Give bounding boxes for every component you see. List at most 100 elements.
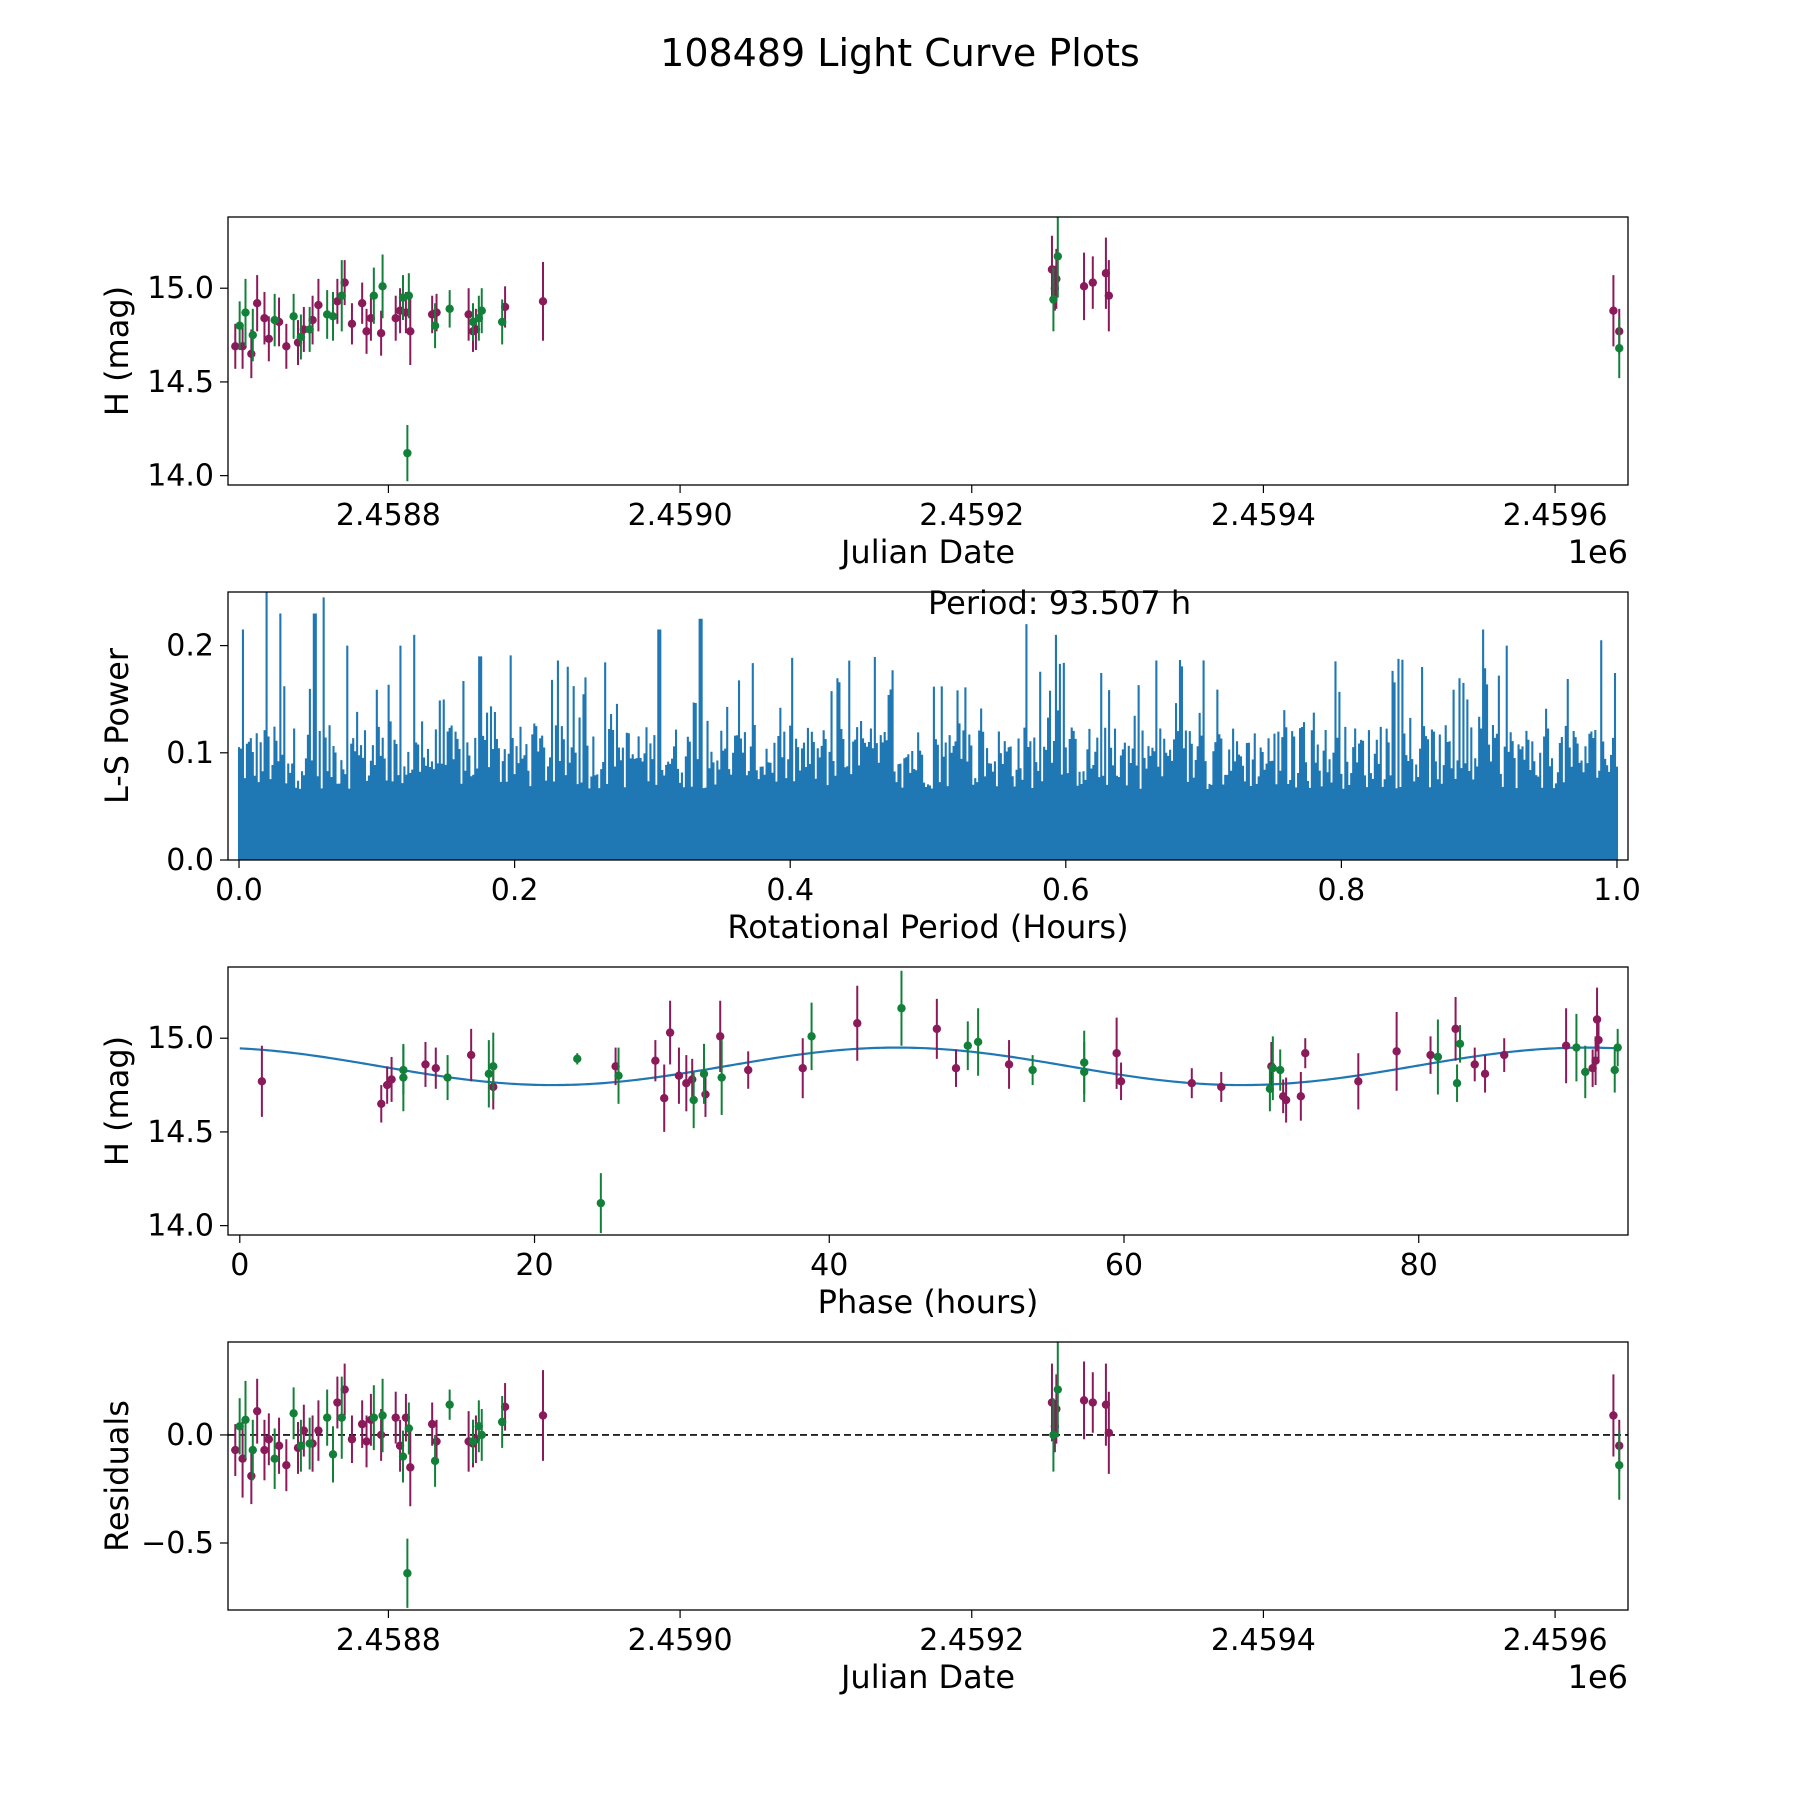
data-point <box>1581 1067 1590 1077</box>
data-point <box>1276 1065 1285 1075</box>
x-axis-label: Phase (hours) <box>818 1283 1039 1321</box>
x-tick-label: 2.4590 <box>628 498 733 533</box>
data-point <box>798 1064 807 1073</box>
data-point <box>538 297 548 306</box>
data-point <box>497 317 507 327</box>
data-point <box>347 1435 357 1444</box>
data-point <box>376 1430 386 1440</box>
data-point <box>241 1415 250 1425</box>
data-point <box>247 349 256 359</box>
data-point <box>378 1411 387 1420</box>
data-point <box>322 1413 332 1422</box>
y-tick-label: 0.0 <box>166 843 214 878</box>
data-point <box>466 1050 476 1060</box>
y-tick-label: 15.0 <box>147 1021 214 1056</box>
data-point <box>1088 1398 1097 1407</box>
y-tick-label: 14.5 <box>147 1115 214 1150</box>
data-point <box>248 1445 257 1455</box>
x-tick-label: 2.4590 <box>628 1623 733 1658</box>
y-tick-label: 14.0 <box>147 459 214 494</box>
data-point <box>1049 295 1058 304</box>
series-green <box>399 970 1622 1234</box>
data-point <box>1433 1052 1443 1062</box>
y-tick-label: 0.1 <box>166 736 214 771</box>
data-point <box>1079 282 1089 291</box>
data-point <box>660 1093 669 1103</box>
data-point <box>1594 1035 1603 1045</box>
data-point <box>430 321 440 330</box>
data-point <box>614 1071 623 1080</box>
data-point <box>963 1041 972 1050</box>
data-point <box>477 306 486 315</box>
y-tick-label: 0.2 <box>166 629 214 664</box>
data-point <box>403 1569 412 1578</box>
data-point <box>362 327 371 336</box>
data-point <box>406 327 415 336</box>
data-point <box>1480 1069 1490 1079</box>
x-tick-label: 2.4588 <box>336 1623 441 1658</box>
series-magenta <box>231 1361 1624 1507</box>
x-tick-label: 60 <box>1105 1248 1143 1283</box>
x-tick-label: 2.4596 <box>1503 498 1608 533</box>
axes-frame <box>227 591 1629 861</box>
series-green <box>235 1342 1624 1608</box>
power-spectrum <box>237 592 1619 860</box>
data-point <box>432 1437 441 1446</box>
data-point <box>468 1437 478 1446</box>
data-point <box>328 1450 338 1459</box>
y-tick-label: 14.0 <box>147 1209 214 1244</box>
series-green <box>235 217 1624 482</box>
x-tick-label: 2.4588 <box>336 498 441 533</box>
y-axis-label: Residuals <box>98 1400 136 1552</box>
data-point <box>1470 1060 1479 1069</box>
data-point <box>274 1441 284 1450</box>
x-offset-label: 1e6 <box>1568 1658 1628 1696</box>
data-point <box>484 1069 494 1079</box>
data-point <box>1392 1047 1401 1056</box>
data-point <box>314 300 323 310</box>
data-point <box>296 332 306 342</box>
data-point <box>716 1032 725 1041</box>
data-point <box>362 1437 371 1446</box>
x-axis-label: Julian Date <box>839 533 1015 571</box>
data-point <box>464 310 473 319</box>
data-point <box>1296 1092 1306 1101</box>
axes-frame <box>227 1341 1629 1611</box>
periodogram-panel: Period: 93.507 h 0.0 0.2 0.4 0.6 0.8 1.0 0.0 0.1… <box>98 584 1641 946</box>
data-point <box>257 1077 267 1086</box>
data-point <box>289 1409 298 1418</box>
data-point <box>314 1426 323 1435</box>
y-axis-label: H (mag) <box>98 1036 136 1166</box>
data-point <box>1112 1049 1121 1058</box>
data-point <box>699 1069 709 1079</box>
data-point <box>1609 1411 1618 1420</box>
data-point <box>717 1073 726 1082</box>
data-point <box>260 1445 269 1455</box>
data-point <box>1354 1077 1363 1086</box>
data-point <box>235 1422 244 1431</box>
y-axis-label: L-S Power <box>98 647 136 804</box>
data-point <box>347 319 357 329</box>
data-point <box>1615 1460 1624 1470</box>
data-point <box>337 291 346 300</box>
x-tick-label: 2.4596 <box>1503 1623 1608 1658</box>
x-tick-label: 0.6 <box>1042 873 1090 908</box>
y-tick-label: 14.5 <box>147 365 214 400</box>
data-point <box>1217 1082 1226 1092</box>
data-point <box>328 312 338 321</box>
x-tick-label: 2.4592 <box>919 1623 1024 1658</box>
data-point <box>1028 1065 1037 1075</box>
data-point <box>1088 278 1097 287</box>
data-point <box>1592 1015 1602 1024</box>
data-layer <box>231 1342 1624 1608</box>
data-point <box>391 314 400 323</box>
data-point <box>973 1037 983 1047</box>
data-point <box>573 1054 582 1064</box>
data-point <box>1049 1430 1058 1440</box>
data-point <box>1104 1428 1114 1437</box>
x-tick-label: 0 <box>230 1248 249 1283</box>
data-point <box>538 1411 548 1420</box>
data-point <box>270 315 279 325</box>
data-point <box>853 1019 862 1028</box>
